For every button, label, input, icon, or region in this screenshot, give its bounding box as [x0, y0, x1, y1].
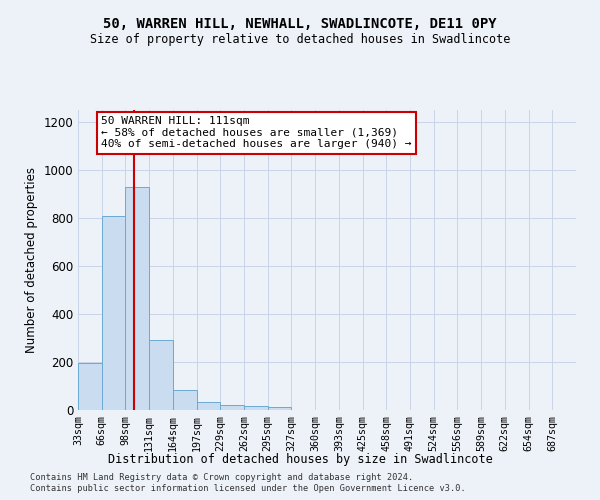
Text: Distribution of detached houses by size in Swadlincote: Distribution of detached houses by size …: [107, 452, 493, 466]
Bar: [125, 187, 149, 410]
Bar: [197, 402, 220, 410]
Text: Contains HM Land Registry data © Crown copyright and database right 2024.: Contains HM Land Registry data © Crown c…: [30, 473, 413, 482]
Text: 50 WARREN HILL: 111sqm
← 58% of detached houses are smaller (1,369)
40% of semi-: 50 WARREN HILL: 111sqm ← 58% of detached…: [101, 116, 412, 149]
Text: 50, WARREN HILL, NEWHALL, SWADLINCOTE, DE11 0PY: 50, WARREN HILL, NEWHALL, SWADLINCOTE, D…: [103, 18, 497, 32]
Bar: [220, 405, 244, 410]
Bar: [244, 406, 268, 410]
Text: Size of property relative to detached houses in Swadlincote: Size of property relative to detached ho…: [90, 32, 510, 46]
Bar: [149, 340, 173, 410]
Bar: [102, 216, 125, 410]
Text: Contains public sector information licensed under the Open Government Licence v3: Contains public sector information licen…: [30, 484, 466, 493]
Bar: [268, 407, 292, 410]
Bar: [78, 363, 102, 410]
Bar: [173, 390, 197, 410]
Y-axis label: Number of detached properties: Number of detached properties: [25, 167, 38, 353]
